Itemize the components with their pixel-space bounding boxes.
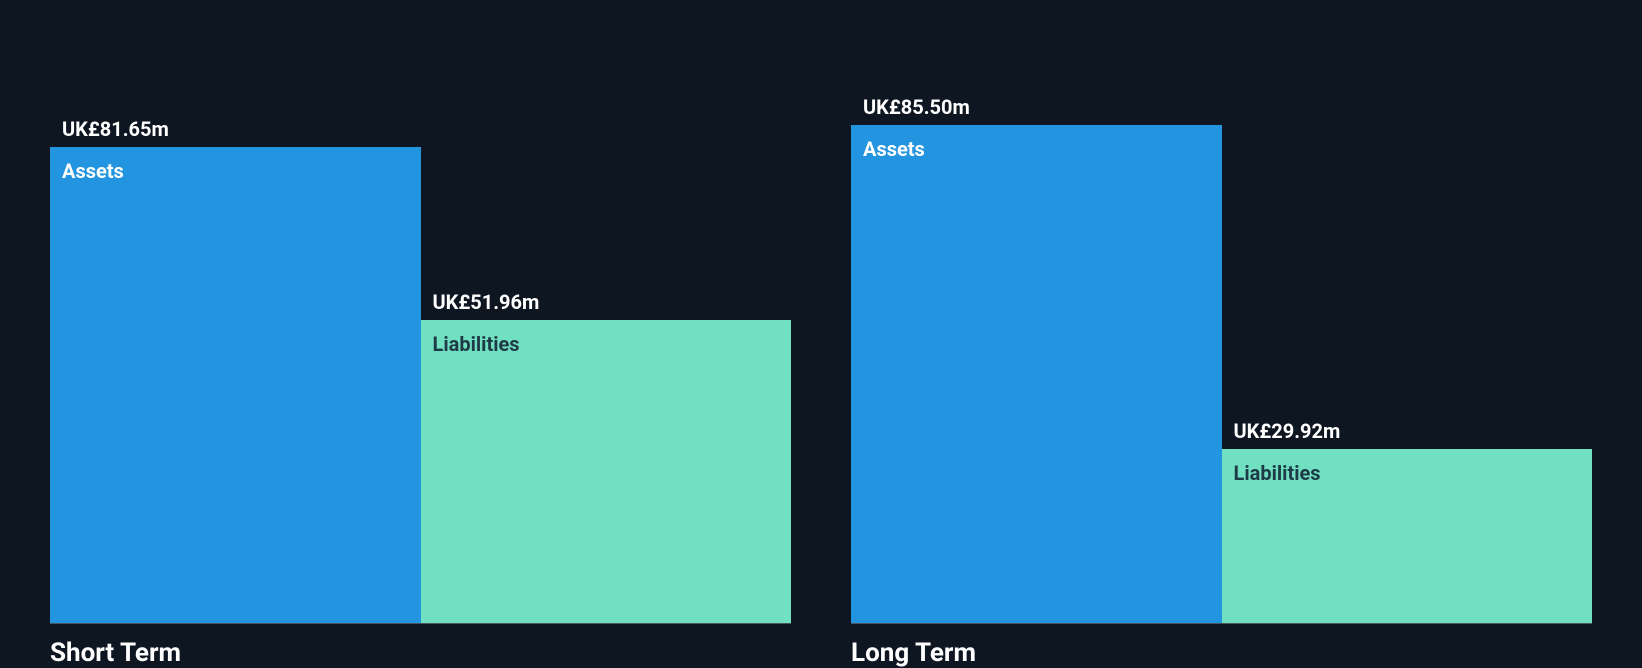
bar-long-term-liabilities: UK£29.92m Liabilities (1222, 449, 1593, 623)
bar-value-label: UK£29.92m (1234, 419, 1341, 443)
panel-title-long-term: Long Term (851, 624, 1592, 668)
bar-category-label: Assets (863, 137, 925, 161)
bar-short-term-assets: UK£81.65m Assets (50, 147, 421, 623)
bar-value-label: UK£51.96m (433, 290, 540, 314)
panel-title-short-term: Short Term (50, 624, 791, 668)
bar-category-label: Liabilities (1234, 461, 1321, 485)
chart-area-short-term: UK£81.65m Assets UK£51.96m Liabilities (50, 90, 791, 624)
bar-category-label: Assets (62, 159, 124, 183)
bar-value-label: UK£81.65m (62, 117, 169, 141)
chart-wrap: UK£81.65m Assets UK£51.96m Liabilities S… (0, 0, 1642, 668)
panel-long-term: UK£85.50m Assets UK£29.92m Liabilities L… (851, 0, 1592, 668)
bar-category-label: Liabilities (433, 332, 520, 356)
bar-value-label: UK£85.50m (863, 95, 970, 119)
panel-short-term: UK£81.65m Assets UK£51.96m Liabilities S… (50, 0, 791, 668)
bar-long-term-assets: UK£85.50m Assets (851, 125, 1222, 623)
bar-short-term-liabilities: UK£51.96m Liabilities (421, 320, 792, 623)
chart-area-long-term: UK£85.50m Assets UK£29.92m Liabilities (851, 90, 1592, 624)
